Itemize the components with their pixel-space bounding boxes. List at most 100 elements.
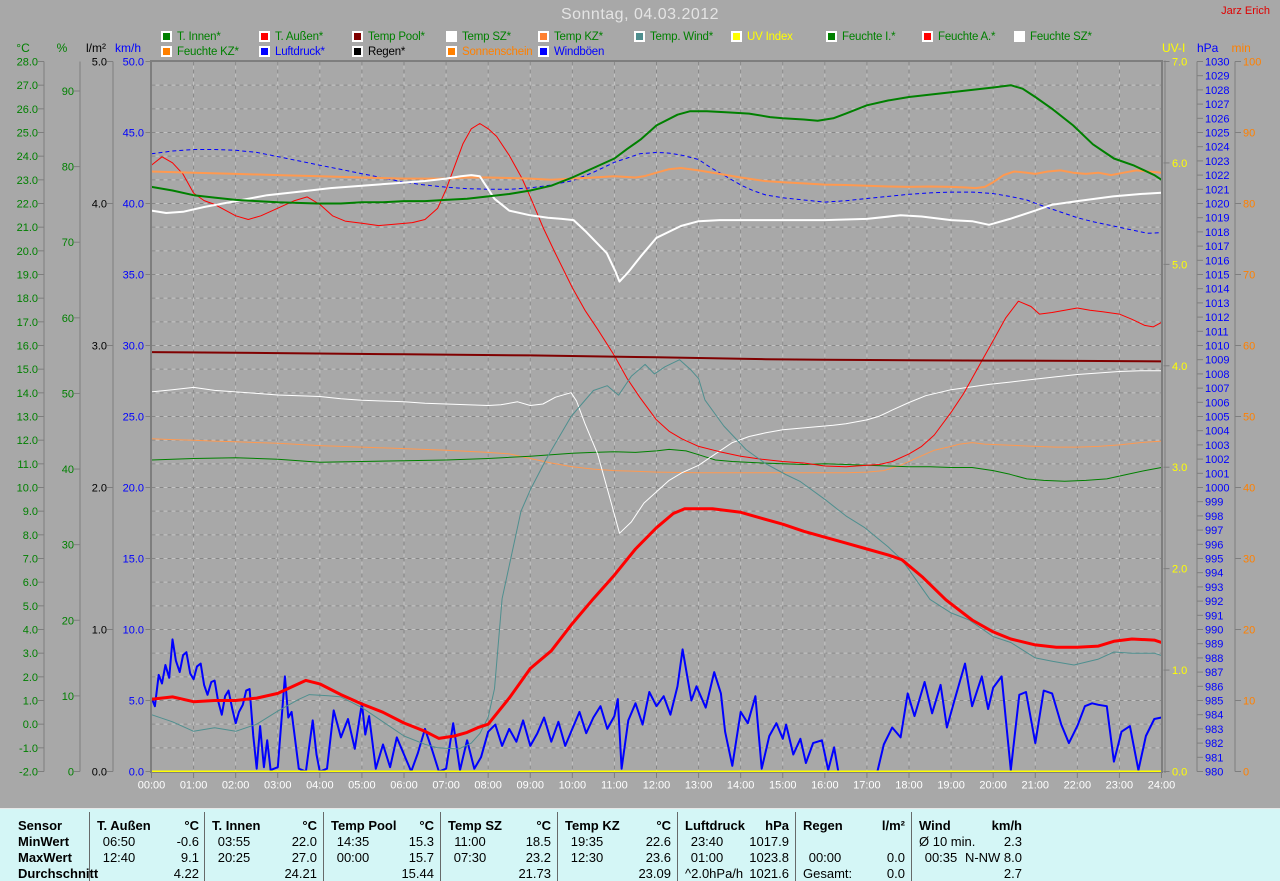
legend-swatch	[161, 46, 172, 57]
table-header-unit: hPa	[765, 818, 789, 833]
axis-c-tick-label: 3.0	[23, 648, 38, 660]
table-header-name: Temp SZ	[448, 818, 502, 833]
axis-kmh: 0.0 5.0 10.0 15.0 20.0 25.0 30.0 35.0 40.0 45.0 50…	[123, 57, 152, 779]
legend-swatch	[1014, 31, 1025, 42]
legend-label: Feuchte I.*	[842, 31, 896, 43]
x-tick-label: 24:00	[1148, 780, 1176, 792]
table-value: 22.0	[291, 834, 317, 849]
table-header-unit: km/h	[991, 818, 1022, 833]
x-tick-label: 23:00	[1106, 780, 1134, 792]
axis-lm2-tick-label: 3.0	[92, 341, 107, 353]
axis-hpa-tick-label: 995	[1205, 554, 1223, 566]
table-row-label: MaxWert	[18, 850, 72, 865]
axis-c-tick-label: 16.0	[17, 340, 38, 352]
axis-header-c: °C	[16, 41, 30, 55]
table-value: 4.22	[173, 866, 199, 881]
axis-hpa-tick-label: 1004	[1205, 426, 1229, 438]
legend-swatch	[352, 46, 363, 57]
x-tick-label: 17:00	[853, 780, 881, 792]
axis-hpa-tick-label: 981	[1205, 752, 1223, 764]
axis-lm2-tick-label: 4.0	[92, 199, 107, 211]
x-tick-label: 03:00	[264, 780, 292, 792]
table-value: 15.7	[408, 850, 434, 865]
x-tick-label: 13:00	[685, 780, 713, 792]
table-value: 22.6	[645, 834, 671, 849]
axis-c-tick-label: 18.0	[17, 293, 38, 305]
table-value: 2.3	[1003, 834, 1022, 849]
table-column-separator	[911, 812, 912, 881]
table-row-label: Durchschnitt	[18, 866, 99, 881]
axis-pct-tick-label: 60	[62, 313, 74, 325]
axis-hpa-tick-label: 1000	[1205, 483, 1229, 495]
axis-min-tick-label: 100	[1243, 57, 1261, 69]
axis-hpa-tick-label: 1026	[1205, 113, 1229, 125]
axis-header-kmh: km/h	[114, 41, 142, 55]
table-value: 18.5	[525, 834, 551, 849]
table-value: 23.6	[645, 850, 671, 865]
table-header-unit: °C	[419, 818, 434, 833]
axis-hpa-tick-label: 986	[1205, 681, 1223, 693]
axis-kmh-tick-label: 20.0	[123, 483, 144, 495]
table-value: 15.3	[408, 834, 434, 849]
table-value-time: 00:00	[808, 850, 842, 865]
axis-pct-tick-label: 70	[62, 237, 74, 249]
series-feuchte_kz	[151, 438, 1162, 474]
axis-c: -2.0 -1.0 0.0 1.0 2.0 3.0 4.0 5.0 6.0 7.0 8.0 9.0 10…	[17, 56, 45, 779]
axis-hpa-tick-label: 1001	[1205, 468, 1229, 480]
series	[150, 84, 1163, 773]
axis-header-hpa: hPa	[1197, 41, 1219, 55]
plot-border	[150, 60, 1166, 773]
grid-lines	[151, 61, 1162, 772]
legend-label: Feuchte SZ*	[1030, 31, 1092, 43]
legend-swatch	[446, 31, 457, 42]
axis-kmh-tick-label: 15.0	[123, 554, 144, 566]
axis-min-tick-label: 70	[1243, 270, 1255, 282]
x-tick-label: 06:00	[390, 780, 418, 792]
table-value: N-NW 8.0	[964, 850, 1022, 865]
legend-label: Luftdruck*	[275, 46, 325, 58]
table-value: 1023.8	[749, 850, 789, 865]
x-tick-label: 19:00	[937, 780, 965, 792]
axis-hpa-tick-label: 1029	[1205, 71, 1229, 83]
table-header-unit: °C	[184, 818, 199, 833]
table-value-time: 19:35	[570, 834, 604, 849]
axis-hpa-tick-label: 1019	[1205, 213, 1229, 225]
axis-hpa-tick-label: 997	[1205, 525, 1223, 537]
axis-kmh-tick-label: 0.0	[129, 767, 144, 779]
axis-lm2-tick-label: 1.0	[92, 625, 107, 637]
x-tick-label: 09:00	[516, 780, 544, 792]
axis-hpa-tick-label: 992	[1205, 596, 1223, 608]
axis-hpa-tick-label: 998	[1205, 511, 1223, 523]
table-header-name: Temp KZ	[565, 818, 620, 833]
axis-uv-tick-label: 5.0	[1172, 259, 1187, 271]
series-temp_wind	[151, 359, 1162, 750]
axis-min-tick-label: 50	[1243, 412, 1255, 424]
axis-kmh-tick-label: 40.0	[123, 199, 144, 211]
table-value: 9.1	[180, 850, 199, 865]
page-title: Sonntag, 04.03.2012	[560, 6, 720, 23]
table-value: 24.21	[284, 866, 317, 881]
axis-hpa: 980 981 982 983 984 985 986 987 988 989 990 991 992 9…	[1196, 57, 1229, 779]
legend-swatch	[826, 31, 837, 42]
axis-hpa-tick-label: 982	[1205, 738, 1223, 750]
legend-label: Feuchte A.*	[938, 31, 996, 43]
axis-hpa-tick-label: 1014	[1205, 284, 1229, 296]
axis-hpa-tick-label: 996	[1205, 539, 1223, 551]
axis-hpa-tick-label: 987	[1205, 667, 1223, 679]
legend-swatch	[731, 31, 742, 42]
axis-pct-tick-label: 10	[62, 691, 74, 703]
axis-min-tick-label: 20	[1243, 625, 1255, 637]
legend-label: T. Außen*	[275, 31, 324, 43]
axis-hpa-tick-label: 993	[1205, 582, 1223, 594]
axis-x: 00:00 01:00 02:00 03:00 04:00 05:00 06:00 07:00…	[138, 773, 1176, 792]
axis-pct-tick-label: 0	[68, 767, 74, 779]
axis-hpa-tick-label: 1025	[1205, 128, 1229, 140]
axis-hpa-tick-label: 1015	[1205, 270, 1229, 282]
axis-c-tick-label: 21.0	[17, 222, 38, 234]
x-tick-label: 20:00	[979, 780, 1007, 792]
axis-c-tick-label: 22.0	[17, 198, 38, 210]
x-tick-label: 11:00	[601, 780, 628, 792]
axis-hpa-tick-label: 1027	[1205, 99, 1229, 111]
axis-pct-tick-label: 20	[62, 615, 74, 627]
series-windboeen	[150, 638, 1162, 773]
